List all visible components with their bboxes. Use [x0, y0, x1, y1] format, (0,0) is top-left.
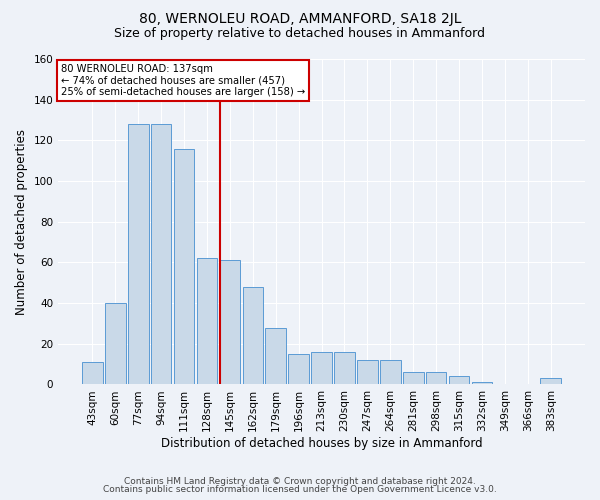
Bar	[197, 258, 217, 384]
Bar	[311, 352, 332, 384]
Bar	[220, 260, 240, 384]
Text: 80 WERNOLEU ROAD: 137sqm
← 74% of detached houses are smaller (457)
25% of semi-: 80 WERNOLEU ROAD: 137sqm ← 74% of detach…	[61, 64, 305, 97]
Bar	[128, 124, 149, 384]
Bar	[82, 362, 103, 384]
Bar	[265, 328, 286, 384]
Bar	[472, 382, 493, 384]
Bar	[242, 287, 263, 384]
Bar	[426, 372, 446, 384]
Text: Contains HM Land Registry data © Crown copyright and database right 2024.: Contains HM Land Registry data © Crown c…	[124, 477, 476, 486]
Bar	[357, 360, 378, 384]
Text: 80, WERNOLEU ROAD, AMMANFORD, SA18 2JL: 80, WERNOLEU ROAD, AMMANFORD, SA18 2JL	[139, 12, 461, 26]
Bar	[289, 354, 309, 384]
Text: Size of property relative to detached houses in Ammanford: Size of property relative to detached ho…	[115, 28, 485, 40]
Bar	[449, 376, 469, 384]
Bar	[541, 378, 561, 384]
Text: Contains public sector information licensed under the Open Government Licence v3: Contains public sector information licen…	[103, 485, 497, 494]
X-axis label: Distribution of detached houses by size in Ammanford: Distribution of detached houses by size …	[161, 437, 482, 450]
Bar	[105, 303, 125, 384]
Bar	[174, 148, 194, 384]
Bar	[151, 124, 172, 384]
Bar	[380, 360, 401, 384]
Bar	[403, 372, 424, 384]
Y-axis label: Number of detached properties: Number of detached properties	[15, 128, 28, 314]
Bar	[334, 352, 355, 384]
